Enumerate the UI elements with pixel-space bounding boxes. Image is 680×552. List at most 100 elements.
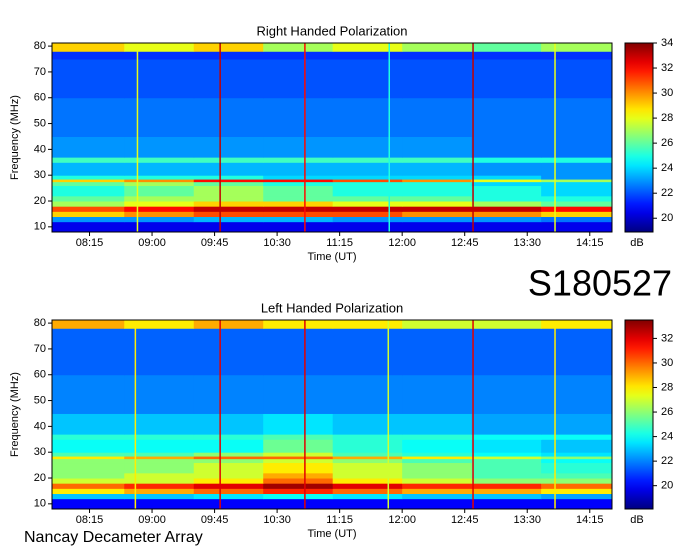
y-tick-label: 70 bbox=[34, 343, 46, 355]
heat-cell bbox=[193, 211, 264, 218]
heat-cell bbox=[263, 162, 334, 176]
x-tick-label: 11:15 bbox=[326, 237, 353, 249]
plot-frame bbox=[51, 42, 613, 233]
heat-cell bbox=[52, 478, 125, 484]
heat-cell bbox=[52, 493, 125, 500]
heat-cell bbox=[541, 462, 612, 474]
heat-cell bbox=[193, 181, 264, 187]
heat-cell bbox=[124, 221, 195, 232]
heat-cell bbox=[124, 51, 195, 60]
heat-cell bbox=[402, 498, 473, 509]
heat-cell bbox=[263, 181, 334, 187]
y-tick-label: 50 bbox=[34, 394, 46, 406]
x-tick-label: 14:15 bbox=[576, 237, 604, 249]
heat-cell bbox=[541, 51, 612, 60]
heat-cell bbox=[52, 181, 125, 187]
heat-cell bbox=[263, 434, 334, 440]
heat-cell bbox=[263, 51, 334, 60]
heat-cell bbox=[471, 97, 542, 137]
heat-cell bbox=[52, 458, 125, 464]
heat-cell bbox=[541, 221, 612, 232]
heat-cell bbox=[332, 320, 403, 329]
heat-cell bbox=[124, 458, 195, 464]
heat-cell bbox=[193, 478, 264, 484]
heat-cell bbox=[402, 320, 473, 329]
heat-cell bbox=[52, 206, 125, 212]
heat-cell bbox=[193, 498, 264, 509]
colorbar-tick-label: 28 bbox=[661, 112, 673, 124]
heat-cell bbox=[332, 413, 403, 435]
heat-cell bbox=[471, 320, 542, 329]
x-tick-label: 09:45 bbox=[201, 237, 229, 249]
colorbar bbox=[624, 42, 654, 233]
x-tick-label: 10:30 bbox=[263, 514, 291, 526]
y-tick-label: 40 bbox=[34, 143, 46, 155]
heat-cell bbox=[471, 413, 542, 435]
y-tick-label: 10 bbox=[34, 221, 46, 233]
heat-cell bbox=[471, 458, 542, 464]
colorbar-tick-label: 20 bbox=[661, 212, 673, 224]
heat-cell bbox=[541, 472, 612, 479]
heat-cell bbox=[52, 483, 125, 489]
heat-cell bbox=[124, 452, 195, 457]
heat-cell bbox=[541, 493, 612, 500]
heat-cell bbox=[124, 493, 195, 500]
heat-cell bbox=[402, 51, 473, 60]
heat-cell bbox=[541, 136, 612, 158]
heat-cell bbox=[402, 211, 473, 218]
heat-cell bbox=[263, 336, 334, 376]
heat-cell bbox=[193, 462, 264, 474]
heat-cell bbox=[193, 136, 264, 158]
heat-cell bbox=[193, 216, 264, 223]
heat-cell bbox=[541, 434, 612, 440]
heat-cell bbox=[52, 201, 125, 207]
heat-cell bbox=[263, 498, 334, 509]
heat-cell bbox=[263, 493, 334, 500]
heat-cell bbox=[124, 472, 195, 479]
heat-cell bbox=[541, 374, 612, 414]
heat-cell bbox=[471, 59, 542, 99]
heat-cell bbox=[263, 185, 334, 197]
heat-cell bbox=[332, 179, 403, 183]
heat-cell bbox=[332, 336, 403, 376]
heat-cell bbox=[193, 458, 264, 464]
heat-cell bbox=[541, 181, 612, 187]
heat-cell bbox=[52, 185, 125, 197]
heat-cell bbox=[52, 97, 125, 137]
heat-cell bbox=[402, 43, 473, 52]
heat-cell bbox=[402, 175, 473, 180]
chart-title: Right Handed Polarization bbox=[256, 23, 407, 38]
heat-cell bbox=[193, 157, 264, 163]
x-tick-label: 09:45 bbox=[201, 514, 229, 526]
heat-cell bbox=[124, 211, 195, 218]
heat-cell bbox=[263, 328, 334, 337]
heat-cell bbox=[471, 498, 542, 509]
x-tick-label: 09:00 bbox=[138, 514, 166, 526]
heat-cell bbox=[332, 328, 403, 337]
heat-cell bbox=[471, 439, 542, 453]
heat-cell bbox=[263, 374, 334, 414]
y-axis-label: Frequency (MHz) bbox=[9, 372, 21, 457]
heat-cell bbox=[332, 185, 403, 197]
heat-cell bbox=[193, 221, 264, 232]
heat-cell bbox=[541, 328, 612, 337]
heat-cell bbox=[402, 221, 473, 232]
heat-cell bbox=[471, 456, 542, 460]
heat-cell bbox=[52, 59, 125, 99]
x-tick-label: 08:15 bbox=[76, 237, 104, 249]
heat-cell bbox=[263, 462, 334, 474]
heat-cell bbox=[124, 201, 195, 207]
heat-cell bbox=[402, 413, 473, 435]
heat-cell bbox=[402, 97, 473, 137]
colorbar-tick-label: 26 bbox=[661, 137, 673, 149]
heat-cell bbox=[193, 195, 264, 202]
heat-cell bbox=[124, 195, 195, 202]
y-tick-label: 20 bbox=[34, 195, 46, 207]
heat-cell bbox=[471, 162, 542, 176]
heat-cell bbox=[541, 413, 612, 435]
heat-cell bbox=[402, 336, 473, 376]
heat-cell bbox=[263, 413, 334, 435]
heat-cell bbox=[471, 175, 542, 180]
heat-cell bbox=[332, 211, 403, 218]
heat-cell bbox=[263, 458, 334, 464]
